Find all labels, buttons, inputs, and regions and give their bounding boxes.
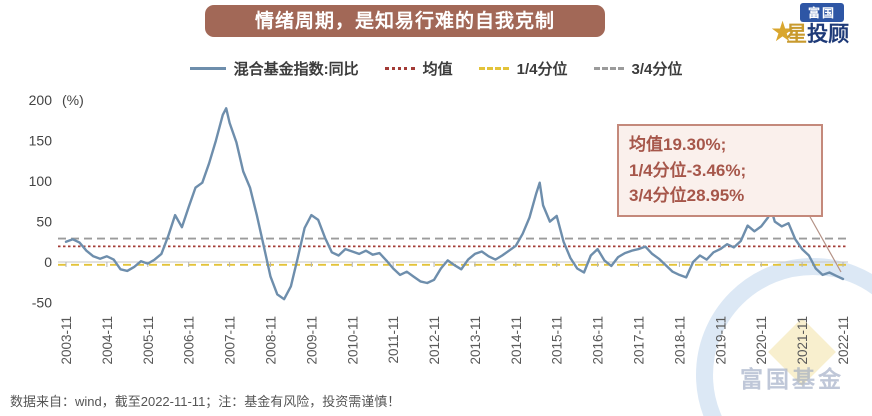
- stats-callout: 均值19.30%; 1/4分位-3.46%; 3/4分位28.95%: [617, 124, 823, 217]
- legend-swatch-dashed: [478, 67, 509, 70]
- chart-legend: 混合基金指数:同比 均值 1/4分位 3/4分位: [0, 58, 872, 79]
- x-axis-label: 2009-11: [304, 316, 319, 365]
- x-axis-label: 2014-11: [509, 316, 524, 365]
- y-axis-label: -50: [32, 294, 52, 310]
- callout-q1: 1/4分位-3.46%;: [629, 160, 747, 180]
- series-line: [64, 107, 845, 301]
- legend-item: 3/4分位: [593, 58, 683, 79]
- y-axis-label: 50: [36, 214, 52, 230]
- star-icon: ★: [770, 16, 796, 47]
- watermark-text: 富国基金: [740, 366, 844, 392]
- x-axis-label: 2018-11: [672, 316, 687, 365]
- legend-swatch-dashed: [593, 67, 624, 70]
- x-axis-label: 2010-11: [345, 316, 360, 365]
- legend-label: 混合基金指数:同比: [233, 61, 359, 78]
- x-axis-label: 2013-11: [468, 316, 483, 365]
- x-axis-label: 2022-11: [836, 316, 851, 365]
- legend-label: 1/4分位: [516, 61, 568, 78]
- callout-mean: 均值19.30%;: [629, 135, 727, 154]
- x-axis-label: 2020-11: [754, 316, 769, 365]
- y-axis-unit-label: (%): [62, 92, 84, 108]
- brand-name-gold: 星: [786, 23, 808, 46]
- source-note: 数据来自：wind，截至2022-11-11；注：基金有风险，投资需谨慎！: [10, 394, 401, 409]
- x-axis-label: 2003-11: [59, 316, 74, 365]
- x-axis-label: 2016-11: [591, 316, 606, 365]
- x-axis-label: 2015-11: [550, 316, 565, 365]
- page-title: 情绪周期，是知易行难的自我克制: [205, 5, 605, 37]
- legend-label: 3/4分位: [631, 61, 683, 78]
- x-axis-label: 2006-11: [182, 316, 197, 365]
- callout-q3: 3/4分位28.95%: [629, 186, 745, 205]
- legend-item: 1/4分位: [478, 58, 568, 79]
- legend-swatch-dotted: [384, 67, 415, 70]
- x-axis-label: 2004-11: [100, 316, 115, 365]
- brand-badge: 富国: [800, 3, 845, 22]
- legend-label: 均值: [422, 61, 453, 78]
- legend-swatch-solid: [189, 67, 226, 70]
- y-axis-label: 0: [44, 254, 52, 270]
- x-axis-label: 2005-11: [141, 316, 156, 365]
- x-axis-label: 2021-11: [795, 316, 810, 365]
- x-axis-label: 2019-11: [713, 316, 728, 365]
- y-axis-label: 150: [29, 133, 53, 149]
- y-axis-label: 200: [29, 92, 53, 108]
- legend-item: 混合基金指数:同比: [189, 58, 359, 79]
- x-axis-label: 2007-11: [223, 316, 238, 365]
- x-axis-label: 2008-11: [263, 316, 278, 365]
- legend-item: 均值: [384, 58, 453, 79]
- x-axis-label: 2012-11: [427, 316, 442, 365]
- brand-name-blue: 投顾: [807, 23, 850, 46]
- y-axis-label: 100: [29, 173, 53, 189]
- x-axis-label: 2017-11: [632, 316, 647, 365]
- x-axis-label: 2011-11: [386, 316, 401, 364]
- brand-logo: 富国 ★ 星 投顾: [770, 3, 866, 48]
